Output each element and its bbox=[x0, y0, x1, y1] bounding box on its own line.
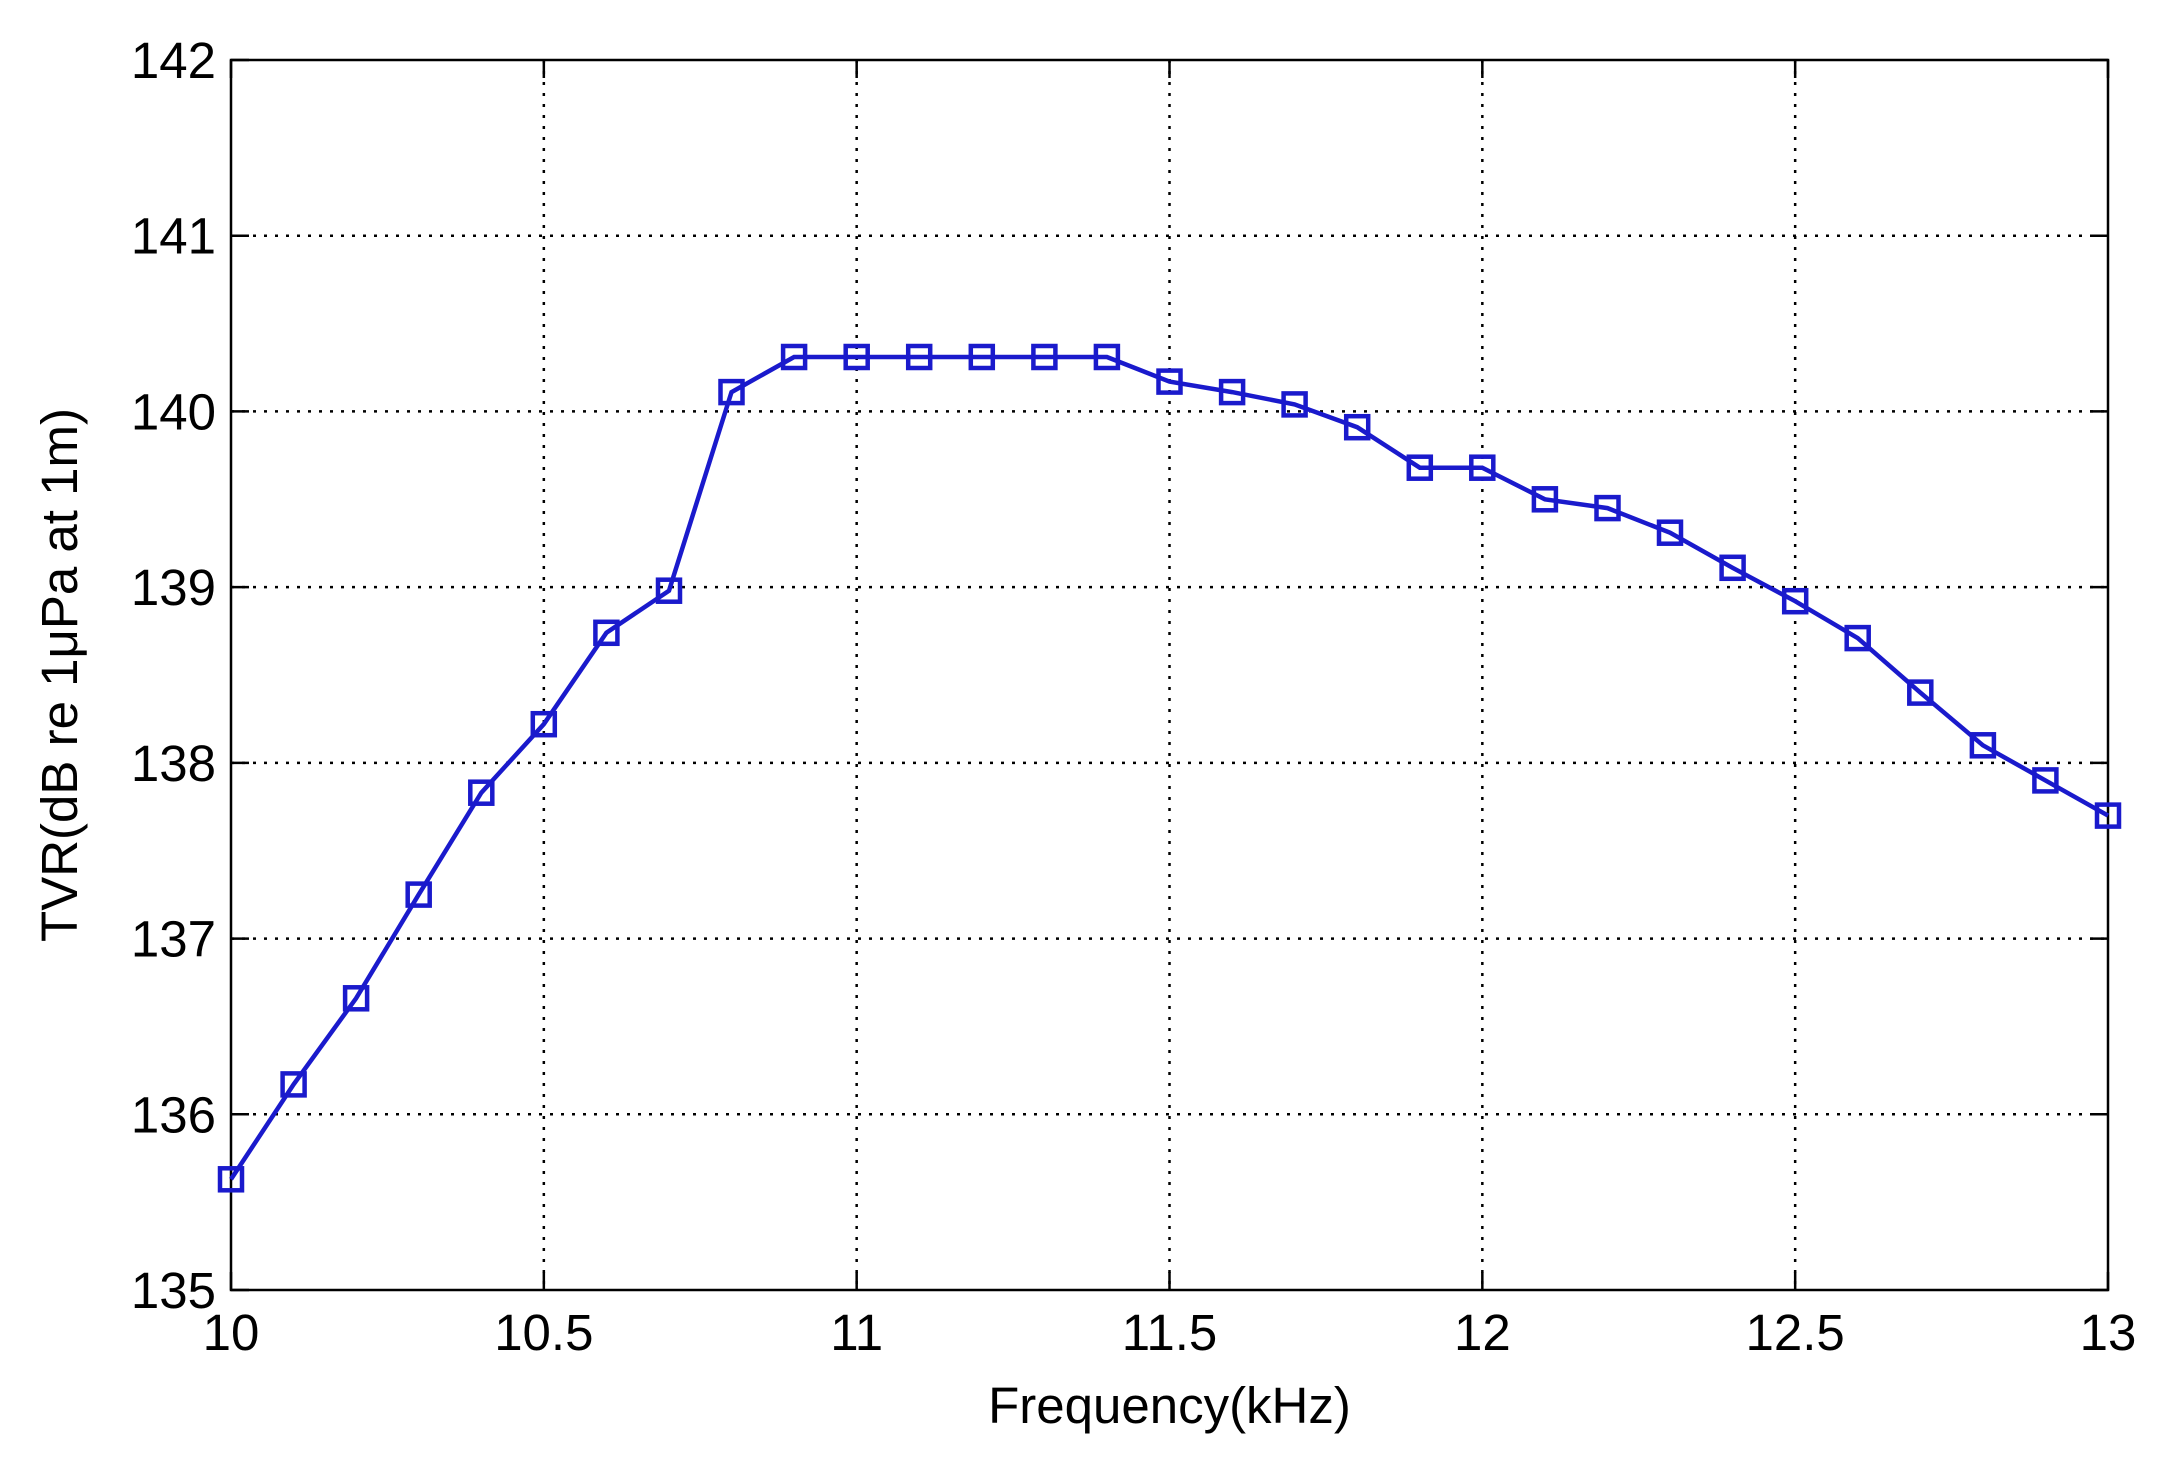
data-point-marker bbox=[2094, 802, 2122, 829]
data-point-marker bbox=[280, 1071, 307, 1098]
data-point-marker bbox=[655, 577, 683, 604]
data-point-marker bbox=[1343, 413, 1371, 441]
data-point-marker bbox=[1907, 679, 1934, 706]
y-tick-label: 138 bbox=[131, 735, 216, 792]
axis-ticks bbox=[229, 58, 2110, 1292]
y-tick-label: 136 bbox=[131, 1086, 216, 1143]
data-point-marker bbox=[1969, 732, 1997, 759]
data-point-marker bbox=[905, 343, 933, 371]
x-tick-label: 13 bbox=[2080, 1304, 2137, 1361]
data-point-marker bbox=[1281, 391, 1308, 418]
data-point-marker bbox=[1406, 454, 1434, 481]
data-point-marker bbox=[1594, 494, 1621, 522]
data-point-marker bbox=[843, 343, 870, 371]
data-point-marker bbox=[593, 619, 620, 647]
y-tick-label: 141 bbox=[131, 208, 216, 265]
data-point-marker bbox=[718, 378, 745, 406]
data-point-marker bbox=[342, 985, 370, 1012]
series-tvr bbox=[217, 343, 2122, 1193]
x-tick-label: 11.5 bbox=[1122, 1304, 1217, 1361]
data-point-marker bbox=[1218, 378, 1246, 406]
x-tick-labels: 10 10.5 11 11.5 12 12.5 13 bbox=[203, 1304, 2137, 1361]
data-point-marker bbox=[217, 1166, 245, 1193]
x-tick-label: 12 bbox=[1454, 1304, 1511, 1361]
data-point-marker bbox=[2032, 767, 2059, 794]
data-point-marker bbox=[780, 343, 808, 371]
data-point-marker bbox=[1093, 343, 1121, 371]
data-point-marker bbox=[1469, 454, 1496, 481]
x-tick-label: 10 bbox=[203, 1304, 260, 1361]
y-tick-label: 139 bbox=[131, 559, 216, 616]
x-tick-label: 12.5 bbox=[1746, 1304, 1845, 1361]
data-point-marker bbox=[530, 710, 558, 738]
y-tick-labels: 135 136 137 138 139 140 141 142 bbox=[131, 32, 216, 1319]
x-tick-label: 10.5 bbox=[494, 1304, 593, 1361]
y-axis-label: TVR(dB re 1μPa at 1m) bbox=[31, 408, 88, 942]
y-tick-label: 140 bbox=[131, 383, 216, 440]
series-line bbox=[229, 354, 2110, 1181]
data-point-marker bbox=[405, 881, 432, 908]
data-point-marker bbox=[968, 343, 996, 371]
data-point-marker bbox=[1531, 486, 1559, 513]
data-point-marker bbox=[1719, 554, 1746, 582]
x-tick-label: 11 bbox=[830, 1304, 883, 1361]
y-tick-label: 142 bbox=[131, 32, 216, 89]
grid-lines bbox=[231, 60, 2108, 1290]
data-point-marker bbox=[1031, 343, 1058, 371]
y-tick-label: 137 bbox=[131, 911, 216, 968]
data-point-marker bbox=[1781, 587, 1809, 615]
x-axis-label: Frequency(kHz) bbox=[988, 1377, 1351, 1434]
data-point-marker bbox=[468, 779, 495, 806]
data-point-marker bbox=[1656, 519, 1684, 546]
data-point-marker bbox=[1156, 368, 1183, 395]
y-tick-label: 135 bbox=[131, 1262, 216, 1319]
data-point-marker bbox=[1844, 624, 1871, 652]
